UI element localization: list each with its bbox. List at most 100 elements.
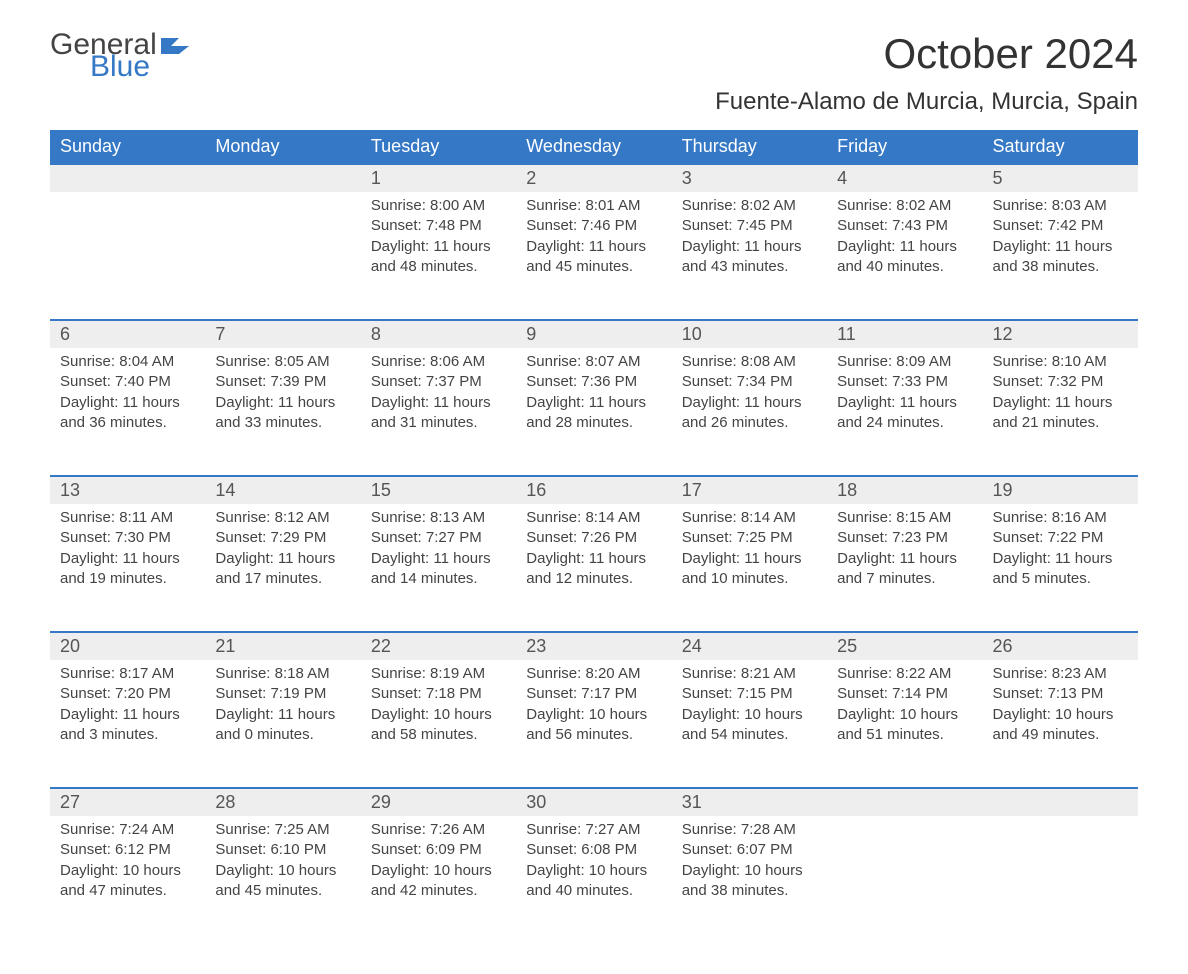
day-info-line: Daylight: 10 hours and 45 minutes. (215, 861, 350, 902)
day-info-line: Daylight: 10 hours and 47 minutes. (60, 861, 195, 902)
day-content-cell: Sunrise: 7:24 AMSunset: 6:12 PMDaylight:… (50, 816, 205, 944)
day-content-cell: Sunrise: 7:28 AMSunset: 6:07 PMDaylight:… (672, 816, 827, 944)
day-content-cell: Sunrise: 8:16 AMSunset: 7:22 PMDaylight:… (983, 504, 1138, 632)
day-info-line: Daylight: 11 hours and 33 minutes. (215, 393, 350, 434)
day-number-cell: 22 (361, 632, 516, 660)
day-number-cell: 1 (361, 164, 516, 192)
day-info-line: Daylight: 11 hours and 12 minutes. (526, 549, 661, 590)
day-info-line: Daylight: 10 hours and 51 minutes. (837, 705, 972, 746)
day-info-line: Sunset: 6:09 PM (371, 840, 506, 860)
day-header: Saturday (983, 130, 1138, 164)
day-info-line: Sunset: 7:48 PM (371, 216, 506, 236)
day-content-cell: Sunrise: 7:26 AMSunset: 6:09 PMDaylight:… (361, 816, 516, 944)
day-info-line: Sunrise: 8:22 AM (837, 664, 972, 684)
day-info-line: Sunrise: 8:23 AM (993, 664, 1128, 684)
day-info-line: Sunset: 7:32 PM (993, 372, 1128, 392)
day-content-cell: Sunrise: 8:14 AMSunset: 7:25 PMDaylight:… (672, 504, 827, 632)
day-number-cell: 2 (516, 164, 671, 192)
day-info-line: Daylight: 11 hours and 17 minutes. (215, 549, 350, 590)
day-info-line: Sunrise: 7:25 AM (215, 820, 350, 840)
day-content-row: Sunrise: 8:17 AMSunset: 7:20 PMDaylight:… (50, 660, 1138, 788)
day-content-cell: Sunrise: 8:20 AMSunset: 7:17 PMDaylight:… (516, 660, 671, 788)
day-content-cell: Sunrise: 8:13 AMSunset: 7:27 PMDaylight:… (361, 504, 516, 632)
day-number-cell (827, 788, 982, 816)
day-info-line: Sunrise: 8:08 AM (682, 352, 817, 372)
day-info-line: Daylight: 11 hours and 14 minutes. (371, 549, 506, 590)
day-info-line: Sunset: 7:25 PM (682, 528, 817, 548)
day-number-cell: 18 (827, 476, 982, 504)
day-info-line: Sunrise: 8:01 AM (526, 196, 661, 216)
day-content-cell: Sunrise: 8:03 AMSunset: 7:42 PMDaylight:… (983, 192, 1138, 320)
day-number-cell: 12 (983, 320, 1138, 348)
day-content-cell: Sunrise: 8:12 AMSunset: 7:29 PMDaylight:… (205, 504, 360, 632)
day-content-row: Sunrise: 8:04 AMSunset: 7:40 PMDaylight:… (50, 348, 1138, 476)
day-info-line: Sunset: 7:37 PM (371, 372, 506, 392)
day-info-line: Daylight: 11 hours and 48 minutes. (371, 237, 506, 278)
day-header: Wednesday (516, 130, 671, 164)
day-number-cell: 23 (516, 632, 671, 660)
day-number-cell: 25 (827, 632, 982, 660)
day-info-line: Sunset: 7:18 PM (371, 684, 506, 704)
day-info-line: Sunrise: 8:03 AM (993, 196, 1128, 216)
day-info-line: Daylight: 10 hours and 49 minutes. (993, 705, 1128, 746)
day-number-cell (983, 788, 1138, 816)
day-number-cell: 29 (361, 788, 516, 816)
day-info-line: Sunrise: 8:10 AM (993, 352, 1128, 372)
day-header: Monday (205, 130, 360, 164)
day-info-line: Sunrise: 8:02 AM (837, 196, 972, 216)
day-content-cell: Sunrise: 8:07 AMSunset: 7:36 PMDaylight:… (516, 348, 671, 476)
day-info-line: Sunrise: 8:09 AM (837, 352, 972, 372)
day-info-line: Daylight: 11 hours and 10 minutes. (682, 549, 817, 590)
day-info-line: Daylight: 11 hours and 36 minutes. (60, 393, 195, 434)
location-subtitle: Fuente-Alamo de Murcia, Murcia, Spain (715, 88, 1138, 116)
day-info-line: Sunset: 7:43 PM (837, 216, 972, 236)
day-content-cell: Sunrise: 8:09 AMSunset: 7:33 PMDaylight:… (827, 348, 982, 476)
day-info-line: Sunset: 7:27 PM (371, 528, 506, 548)
day-info-line: Sunrise: 8:04 AM (60, 352, 195, 372)
day-info-line: Sunset: 7:30 PM (60, 528, 195, 548)
day-number-row: 6789101112 (50, 320, 1138, 348)
month-title: October 2024 (715, 30, 1138, 78)
day-number-cell: 13 (50, 476, 205, 504)
day-info-line: Sunrise: 7:26 AM (371, 820, 506, 840)
day-info-line: Sunrise: 8:20 AM (526, 664, 661, 684)
day-info-line: Sunset: 7:13 PM (993, 684, 1128, 704)
day-number-cell: 15 (361, 476, 516, 504)
day-number-cell (50, 164, 205, 192)
day-info-line: Sunset: 7:36 PM (526, 372, 661, 392)
day-content-cell: Sunrise: 8:02 AMSunset: 7:43 PMDaylight:… (827, 192, 982, 320)
day-number-cell: 17 (672, 476, 827, 504)
day-info-line: Sunset: 7:26 PM (526, 528, 661, 548)
day-info-line: Sunset: 7:20 PM (60, 684, 195, 704)
day-header-row: SundayMondayTuesdayWednesdayThursdayFrid… (50, 130, 1138, 164)
calendar-body: 12345Sunrise: 8:00 AMSunset: 7:48 PMDayl… (50, 164, 1138, 944)
day-info-line: Sunrise: 8:07 AM (526, 352, 661, 372)
day-content-cell: Sunrise: 8:01 AMSunset: 7:46 PMDaylight:… (516, 192, 671, 320)
day-info-line: Sunrise: 7:28 AM (682, 820, 817, 840)
day-info-line: Daylight: 11 hours and 43 minutes. (682, 237, 817, 278)
day-info-line: Sunrise: 8:13 AM (371, 508, 506, 528)
day-content-cell: Sunrise: 8:14 AMSunset: 7:26 PMDaylight:… (516, 504, 671, 632)
day-content-cell (983, 816, 1138, 944)
day-number-cell: 16 (516, 476, 671, 504)
day-info-line: Sunset: 6:08 PM (526, 840, 661, 860)
day-info-line: Daylight: 10 hours and 40 minutes. (526, 861, 661, 902)
day-info-line: Daylight: 10 hours and 42 minutes. (371, 861, 506, 902)
day-content-cell: Sunrise: 7:27 AMSunset: 6:08 PMDaylight:… (516, 816, 671, 944)
day-info-line: Sunrise: 8:21 AM (682, 664, 817, 684)
day-content-cell (205, 192, 360, 320)
day-info-line: Sunset: 7:15 PM (682, 684, 817, 704)
day-number-cell (205, 164, 360, 192)
day-info-line: Sunrise: 7:27 AM (526, 820, 661, 840)
day-info-line: Sunrise: 8:16 AM (993, 508, 1128, 528)
day-content-cell: Sunrise: 8:00 AMSunset: 7:48 PMDaylight:… (361, 192, 516, 320)
day-number-cell: 31 (672, 788, 827, 816)
day-info-line: Sunset: 6:12 PM (60, 840, 195, 860)
day-info-line: Sunset: 7:14 PM (837, 684, 972, 704)
day-info-line: Sunset: 7:34 PM (682, 372, 817, 392)
day-content-cell: Sunrise: 8:11 AMSunset: 7:30 PMDaylight:… (50, 504, 205, 632)
day-info-line: Daylight: 11 hours and 26 minutes. (682, 393, 817, 434)
day-number-cell: 7 (205, 320, 360, 348)
day-number-cell: 4 (827, 164, 982, 192)
day-info-line: Daylight: 11 hours and 21 minutes. (993, 393, 1128, 434)
